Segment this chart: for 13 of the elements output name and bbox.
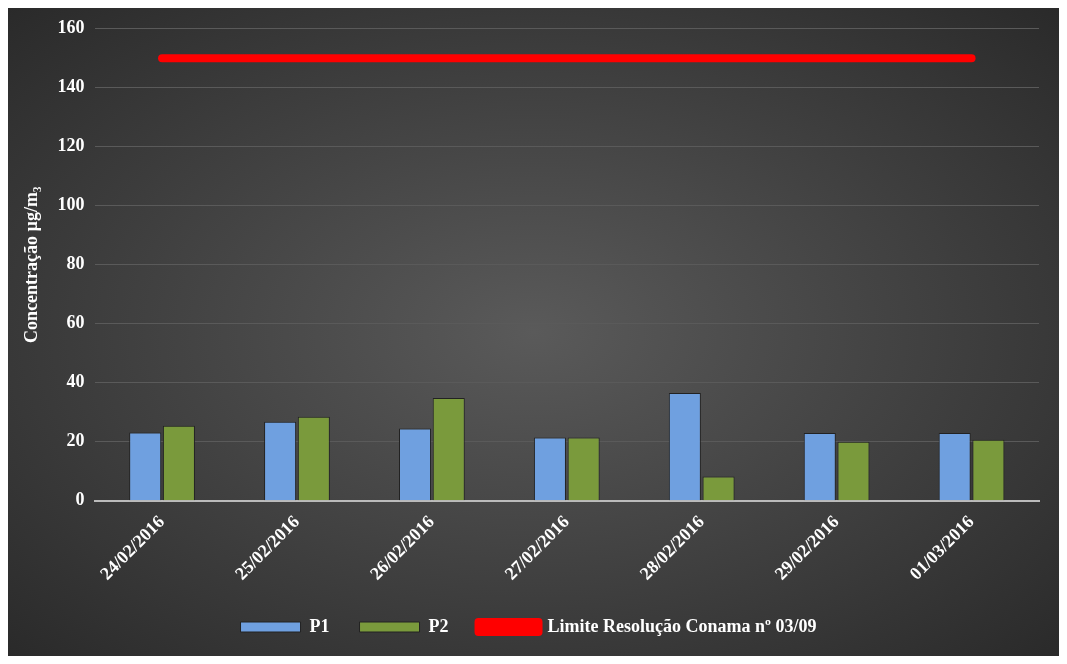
y-tick-label: 100 — [57, 194, 85, 215]
y-tick-label: 40 — [66, 371, 85, 392]
y-tick-label: 120 — [57, 135, 85, 156]
y-tick-label: 140 — [57, 76, 85, 97]
legend-label: P1 — [309, 615, 330, 636]
legend-label: Limite Resolução Conama nº 03/09 — [547, 615, 817, 636]
y-tick-label: 160 — [57, 17, 85, 38]
y-tick-label: 0 — [75, 489, 85, 510]
y-axis-title: Concentração µg/m₃ — [21, 186, 42, 343]
legend-label: P2 — [428, 615, 449, 636]
y-tick-label: 60 — [66, 312, 85, 333]
y-tick-label: 80 — [66, 253, 85, 274]
y-tick-label: 20 — [66, 430, 85, 451]
